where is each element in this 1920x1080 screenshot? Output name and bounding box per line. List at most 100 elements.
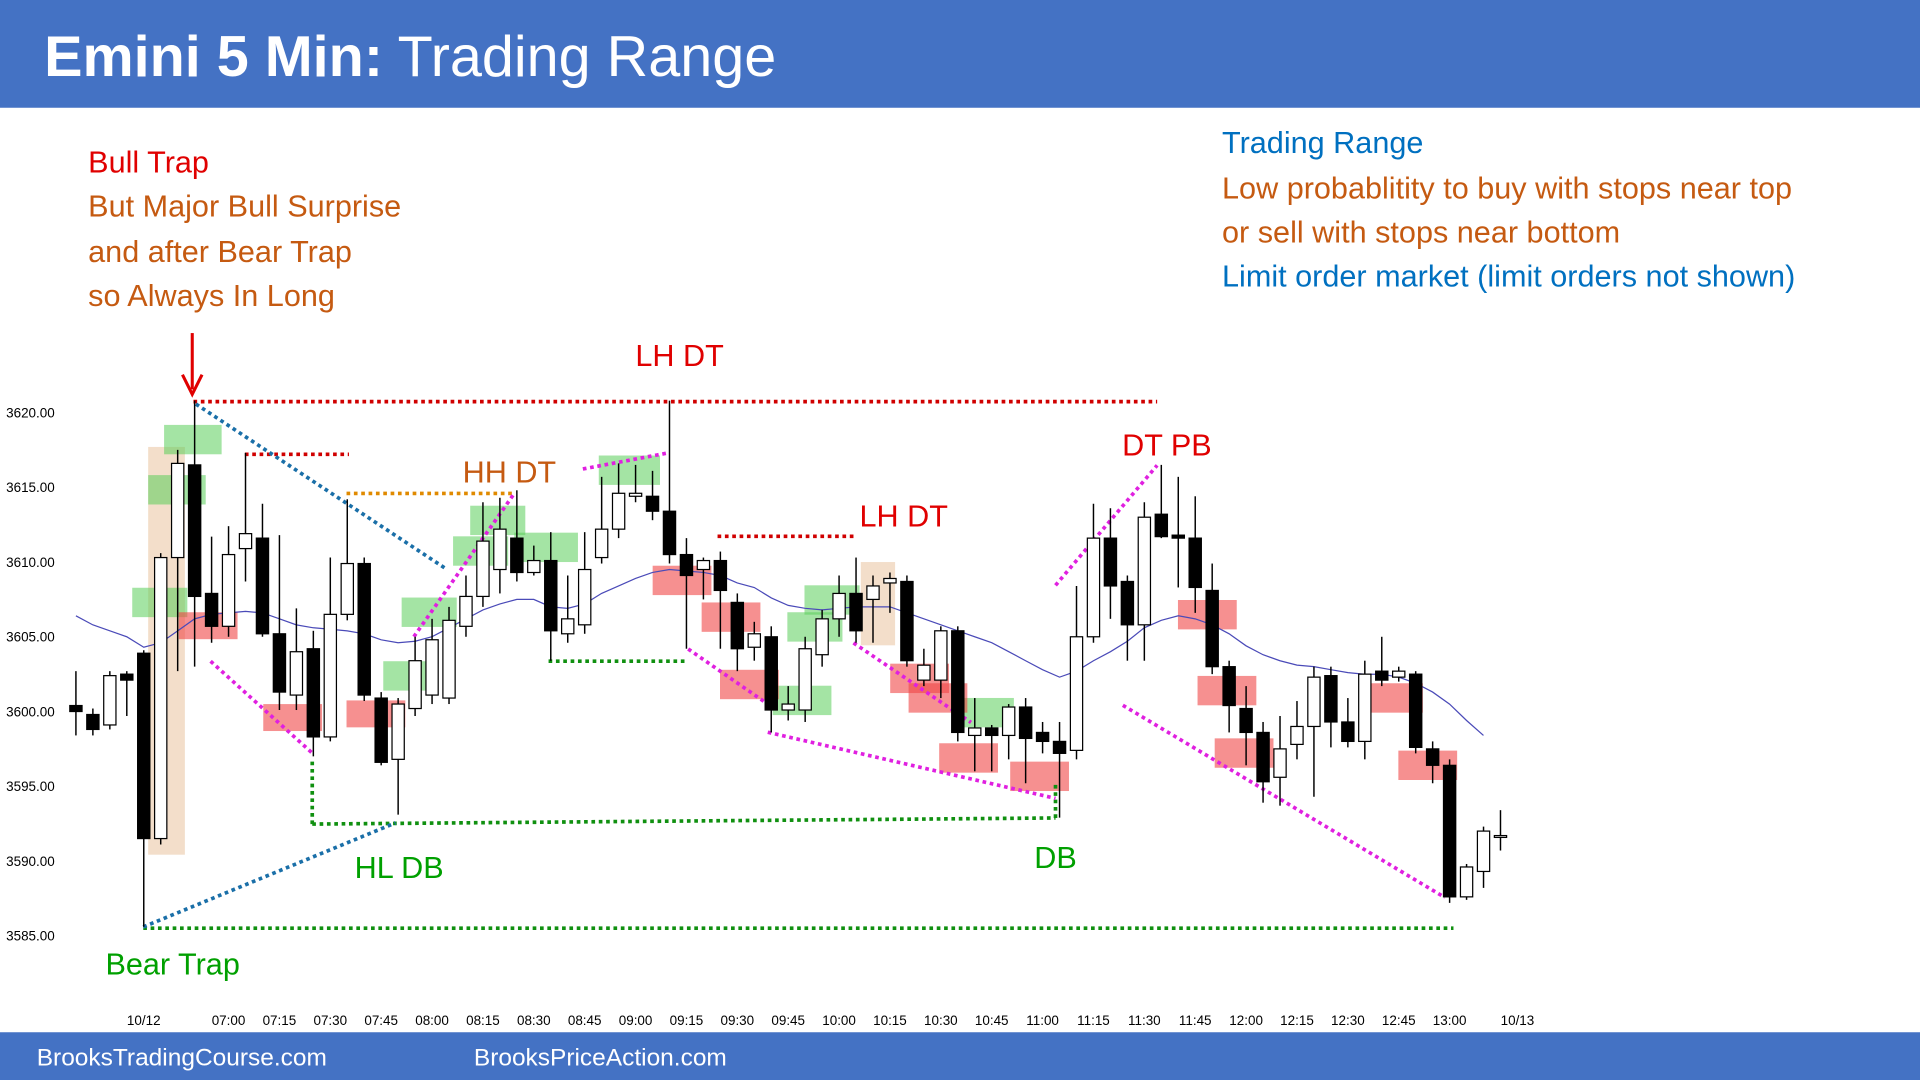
candle-body [1375, 670, 1389, 681]
candle-body [577, 568, 592, 626]
candle-body [340, 562, 355, 615]
dotted-line [767, 730, 1056, 801]
candle-body [510, 537, 524, 574]
candle-body [272, 633, 287, 693]
x-tick-label: 10:15 [873, 1013, 907, 1028]
dotted-line [209, 659, 314, 755]
x-tick-label: 09:30 [720, 1013, 754, 1028]
candle-body [1120, 580, 1135, 626]
x-tick-label: 09:15 [670, 1013, 704, 1028]
x-tick-label: 07:45 [364, 1013, 398, 1028]
candle-body [747, 633, 762, 648]
candle-body [86, 713, 100, 731]
candle-body [187, 464, 202, 598]
x-tick-label: 12:45 [1382, 1013, 1416, 1028]
ema-line [75, 568, 1484, 736]
candle-body [1137, 516, 1152, 626]
title-bold: Emini 5 Min: [44, 25, 383, 89]
title-rest: Trading Range [398, 25, 777, 89]
candle-body [662, 510, 677, 556]
dotted-line [194, 402, 448, 571]
candle-body [1222, 666, 1236, 707]
candle-body [934, 630, 948, 681]
candle-body [1205, 589, 1219, 668]
candle-body [951, 630, 965, 734]
x-tick-label: 11:30 [1128, 1013, 1161, 1028]
candle-body [1239, 707, 1253, 734]
x-tick-label: 07:15 [263, 1013, 297, 1028]
candle-body [476, 540, 490, 598]
candle-body [1171, 534, 1185, 539]
candle-body [1188, 537, 1202, 589]
candle-body [1086, 537, 1101, 638]
annotation: Limit order market (limit orders not sho… [1222, 260, 1795, 294]
trend-lines [142, 399, 1454, 930]
candle-body [103, 675, 117, 726]
candle-body [544, 559, 558, 632]
candle-body [866, 585, 880, 601]
annotation: DB [1034, 841, 1077, 875]
candle-body [1052, 740, 1067, 754]
candle-body [611, 492, 626, 530]
candle-body [1154, 513, 1169, 538]
candle-body [1324, 675, 1338, 723]
candle-body [984, 727, 999, 737]
candles [69, 400, 1508, 927]
highlight [164, 424, 222, 455]
footer-link: BrooksPriceAction.com [474, 1044, 727, 1071]
candle-body [1392, 670, 1406, 678]
candle-body [594, 528, 609, 559]
candle-body [527, 559, 541, 574]
footer-link: BrooksTradingCourse.com [37, 1044, 327, 1071]
candle-body [849, 592, 863, 632]
highlight [514, 532, 578, 563]
candle-body [832, 592, 846, 620]
candle-body [289, 651, 304, 696]
candle-body [255, 537, 270, 635]
y-tick-label: 3620.00 [6, 405, 55, 420]
x-tick-label: 10:45 [975, 1013, 1009, 1028]
x-tick-label: 09:45 [771, 1013, 805, 1028]
candle-body [1425, 748, 1440, 766]
candle-body [560, 618, 575, 635]
candle-body [900, 580, 914, 662]
dotted-line [312, 816, 1056, 826]
candle-body [1341, 721, 1355, 743]
candle-body [1290, 725, 1304, 746]
candle-body [425, 639, 439, 696]
x-tick-label: 08:45 [568, 1013, 602, 1028]
x-tick-label: 12:00 [1229, 1013, 1263, 1028]
candle-body [815, 618, 829, 656]
x-tick-label: 09:00 [619, 1013, 653, 1028]
arrow-head [181, 374, 204, 398]
candle-body [204, 592, 219, 627]
x-tick-label: 10/12 [127, 1013, 161, 1028]
candle-body [628, 492, 643, 497]
x-tick-label: 10/13 [1501, 1013, 1535, 1028]
footer-bar [0, 1032, 1920, 1080]
dotted-line [687, 647, 769, 706]
header-bar [0, 0, 1920, 108]
candle-body [1069, 636, 1084, 751]
y-tick-label: 3615.00 [6, 480, 55, 495]
candle-body [917, 664, 931, 681]
candle-body [137, 652, 151, 840]
candle-body [153, 556, 168, 840]
x-tick-label: 12:30 [1331, 1013, 1365, 1028]
candle-body [238, 533, 253, 550]
candle-body [374, 697, 388, 763]
candle-body [1307, 676, 1321, 728]
x-tick-label: 08:30 [517, 1013, 551, 1028]
annotation: so Always In Long [88, 279, 335, 313]
candle-body [408, 660, 422, 710]
y-tick-label: 3610.00 [6, 555, 55, 570]
x-tick-label: 12:15 [1280, 1013, 1314, 1028]
candle-body [170, 462, 185, 559]
y-tick-label: 3595.00 [6, 779, 55, 794]
annotation: Bull Trap [88, 146, 209, 180]
candle-body [323, 613, 338, 738]
candle-body [120, 673, 134, 681]
candle-body [1476, 830, 1491, 873]
